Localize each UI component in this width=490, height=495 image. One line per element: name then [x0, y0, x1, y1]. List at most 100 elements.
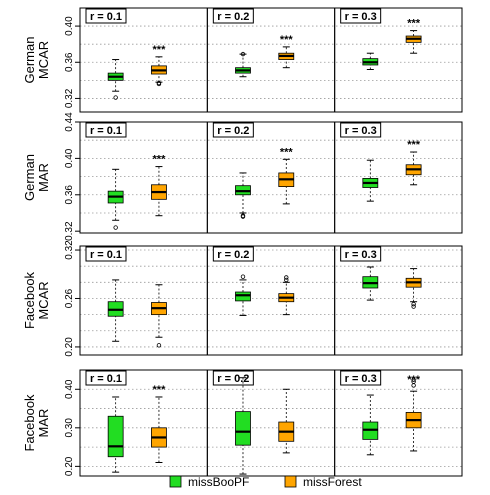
- box-missBooPF: [362, 52, 379, 70]
- row-label: MCAR: [36, 41, 51, 79]
- box-missBooPF: [362, 266, 379, 301]
- panel-label-text: r = 0.3: [345, 373, 377, 385]
- significance-marker: ***: [153, 44, 167, 56]
- outlier-point: [284, 277, 289, 283]
- box-missBooPF: [107, 168, 124, 230]
- outlier-point: [411, 379, 416, 384]
- legend-label: missForest: [303, 475, 362, 489]
- row-label: Facebook: [22, 271, 37, 329]
- panel-label-box: [212, 370, 254, 386]
- row-label: German: [22, 154, 37, 201]
- significance-marker: ***: [407, 18, 421, 30]
- row-3: 0.20 0.30 0.40 Facebook MAR r = 0.1 *** r = 0.2…: [22, 369, 463, 477]
- row-label: MCAR: [36, 281, 51, 319]
- box-missBooPF: [362, 159, 379, 202]
- outlier-point: [156, 80, 162, 86]
- row-0: 0.32 0.36 0.40 German MCAR r = 0.1 *** r = 0.2 *…: [22, 7, 463, 113]
- panel-frame: [334, 369, 463, 477]
- panel-label: r = 0.1: [85, 246, 127, 262]
- significance-marker: ***: [407, 374, 421, 386]
- outlier-point: [156, 343, 162, 348]
- panel-label-text: r = 0.2: [217, 125, 249, 137]
- y-tick-label: 0.20: [64, 456, 75, 476]
- box-missForest: [151, 166, 167, 217]
- panel-label: r = 0.2: [212, 122, 254, 138]
- panel-label-text: r = 0.3: [345, 249, 377, 261]
- box-missForest: [405, 151, 422, 186]
- y-tick-label: 0.36: [64, 185, 75, 205]
- panel-frame: [206, 369, 336, 477]
- significance-marker: ***: [280, 146, 294, 158]
- row-1: 0.32 0.36 0.40 0.44 German MAR r = 0.1 *** r = 0…: [22, 112, 463, 241]
- box-missBooPF: [235, 274, 251, 316]
- panel-label-text: r = 0.1: [90, 125, 122, 137]
- panel-label-text: r = 0.1: [90, 249, 122, 261]
- outlier-point: [113, 95, 118, 100]
- box-missForest: [151, 396, 167, 464]
- panel-label: r = 0.2: [212, 8, 254, 24]
- y-tick-label: 0.32: [64, 221, 75, 241]
- box-missBooPF: [235, 51, 251, 78]
- panel-label: r = 0.2: [212, 246, 254, 262]
- outlier-point: [240, 51, 246, 57]
- box-missForest: [278, 158, 295, 205]
- panel-label: r = 0.1: [85, 370, 127, 386]
- panel-label-text: r = 0.1: [90, 373, 122, 385]
- significance-marker: ***: [280, 34, 294, 46]
- panel-label-box: [212, 246, 254, 262]
- box-missForest: [278, 388, 295, 454]
- box-missForest: [405, 30, 422, 54]
- panel-label: r = 0.1: [85, 8, 127, 24]
- row-label: German: [22, 37, 37, 84]
- panel-label: r = 0.3: [340, 8, 382, 24]
- panel-label: r = 0.3: [340, 122, 382, 138]
- legend-swatch: [284, 475, 297, 488]
- row-label: MAR: [36, 409, 51, 438]
- panel-label-text: r = 0.2: [217, 249, 249, 261]
- box-missBooPF: [107, 279, 124, 342]
- panel-label-box: [212, 8, 254, 24]
- box-missBooPF: [362, 394, 379, 456]
- y-tick-label: 0.30: [64, 418, 75, 438]
- significance-marker: ***: [153, 384, 167, 396]
- outlier-point: [240, 214, 246, 219]
- panel-label-text: r = 0.2: [217, 373, 249, 385]
- panel-label: r = 0.3: [340, 370, 382, 386]
- panel-frame: [79, 245, 208, 356]
- panel-label-box: [340, 122, 382, 138]
- outlier-point: [411, 377, 416, 382]
- outlier-point: [113, 225, 118, 230]
- legend: missBooPF missForest: [169, 475, 362, 489]
- y-tick-label: 0.32: [64, 88, 75, 108]
- panel-label-box: [340, 8, 382, 24]
- box-iqr: [235, 411, 251, 446]
- panel-label-box: [340, 370, 382, 386]
- panel-label-box: [340, 246, 382, 262]
- box-missForest: [278, 275, 295, 316]
- y-tick-label: 0.32: [64, 240, 75, 260]
- legend-label: missBooPF: [188, 475, 249, 489]
- box-missForest: [405, 268, 422, 309]
- panel-label-box: [85, 246, 127, 262]
- panel-frame: [206, 245, 336, 356]
- y-tick-label: 0.40: [64, 148, 75, 168]
- panel-frame: [79, 369, 208, 477]
- box-missBooPF: [235, 377, 251, 475]
- outlier-point: [284, 275, 289, 280]
- panel-label-box: [85, 8, 127, 24]
- panel-frame: [206, 121, 336, 234]
- y-tick-label: 0.40: [64, 379, 75, 399]
- panel-label: r = 0.1: [85, 122, 127, 138]
- significance-marker: ***: [153, 154, 167, 166]
- y-tick-label: 0.26: [64, 288, 75, 308]
- row-label: MAR: [36, 163, 51, 192]
- panel-frame: [79, 7, 208, 113]
- row-2: 0.20 0.26 0.32 Facebook MCAR r = 0.1 r = 0.2 r …: [22, 240, 463, 357]
- panel-frame: [334, 245, 463, 356]
- panel-label-text: r = 0.3: [345, 11, 377, 23]
- box-missBooPF: [107, 59, 124, 100]
- panel-label: r = 0.3: [340, 246, 382, 262]
- panel-label-box: [85, 370, 127, 386]
